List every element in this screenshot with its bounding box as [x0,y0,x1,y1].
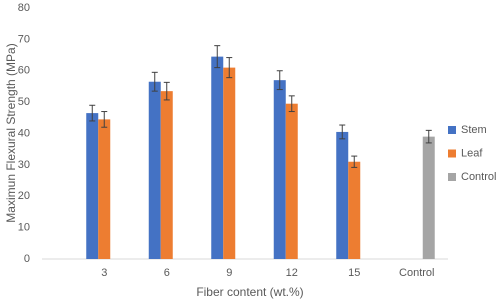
bar [422,136,435,259]
y-tick-label: 40 [18,127,30,139]
error-bar [339,124,346,140]
error-bar [276,70,283,91]
x-tick-label: 3 [101,267,107,279]
x-tick-label: 12 [286,267,298,279]
error-bar [226,57,233,79]
x-tick-label: 6 [164,267,170,279]
legend-swatch [448,126,456,134]
error-bar [425,129,432,144]
x-tick-label: 15 [348,267,360,279]
error-bar [151,71,158,92]
y-tick-label: 80 [18,2,30,14]
bar [223,67,236,259]
bar [273,80,286,259]
y-tick-label: 50 [18,96,30,108]
legend-label: Control [461,171,496,183]
bar [348,161,361,259]
x-tick-label: 9 [226,267,232,279]
error-bar [163,81,170,101]
legend-swatch [448,149,456,158]
legend-label: Leaf [461,147,483,159]
bar [86,113,99,259]
bar [98,119,111,259]
legend-label: Stem [461,124,487,136]
error-bar [288,95,295,113]
x-tick-label: Control [399,267,434,279]
y-tick-label: 10 [18,222,30,234]
error-bar [351,155,358,168]
x-axis-title: Fiber content (wt.%) [196,285,303,299]
error-bar [101,111,108,128]
error-bar [214,45,221,69]
y-tick-label: 70 [18,33,30,45]
y-axis-title: Maximun Flexural Strength (MPa) [4,43,18,222]
y-tick-label: 30 [18,159,30,171]
y-tick-label: 0 [24,253,30,265]
y-tick-label: 60 [18,65,30,77]
y-tick-label: 20 [18,190,30,202]
bar [285,103,298,259]
bar [148,81,161,259]
bar [336,131,349,259]
bar [211,56,224,259]
error-bar [89,104,96,122]
legend-swatch [448,173,456,181]
bar [160,91,173,259]
